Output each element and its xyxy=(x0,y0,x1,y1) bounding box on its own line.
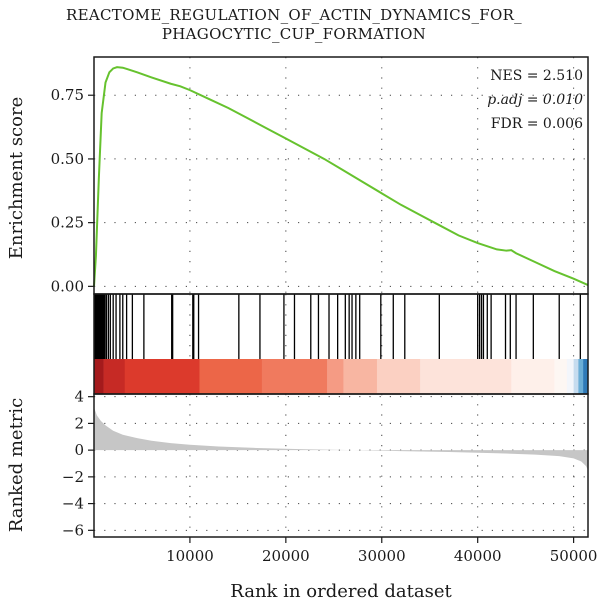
enrichment-y-ticks: 0.00 0.25 0.50 0.75 xyxy=(51,86,94,295)
rank-color-segment-3 xyxy=(199,359,263,394)
ranked-metric-y-axis-title: Ranked metric xyxy=(6,398,27,533)
rank-color-segment-8 xyxy=(420,359,512,394)
rank-color-bar xyxy=(94,359,589,394)
x-tick-label-0: 10000 xyxy=(166,547,214,565)
ranked-y-tick-label-0: −6 xyxy=(62,521,84,539)
rank-color-segment-11 xyxy=(566,359,574,394)
rank-color-segment-9 xyxy=(511,359,555,394)
x-axis-title: Rank in ordered dataset xyxy=(230,581,452,602)
chart-title-line-1: REACTOME_REGULATION_OF_ACTIN_DYNAMICS_FO… xyxy=(66,6,522,24)
nes-label: NES = 2.510 xyxy=(490,68,583,84)
padj-label: p.adj = 0.010 xyxy=(487,92,583,108)
rank-color-segment-13 xyxy=(578,359,584,394)
rank-color-segment-4 xyxy=(261,359,328,394)
enrichment-grid xyxy=(94,57,588,294)
ranked-metric-grid xyxy=(94,394,588,537)
rank-color-segment-2 xyxy=(124,359,200,394)
x-tick-label-4: 50000 xyxy=(550,547,598,565)
rank-color-segment-5 xyxy=(327,359,344,394)
chart-title-line-2: PHAGOCYTIC_CUP_FORMATION xyxy=(162,25,426,43)
stats-annotation: NES = 2.510 p.adj = 0.010 FDR = 0.006 xyxy=(487,68,583,132)
hit-barcode-panel xyxy=(93,293,589,395)
ranked-metric-y-ticks: −6 −4 −2 0 2 4 xyxy=(62,388,94,539)
rank-color-segment-14 xyxy=(583,359,589,394)
rank-color-segment-10 xyxy=(554,359,568,394)
hit-barcode xyxy=(94,294,581,359)
x-tick-label-3: 40000 xyxy=(454,547,502,565)
x-axis: 10000 20000 30000 40000 50000 xyxy=(166,537,597,565)
rank-color-segment-1 xyxy=(103,359,125,394)
enrichment-y-axis-title: Enrichment score xyxy=(6,97,27,259)
ranked-metric-panel-frame xyxy=(93,393,589,538)
ranked-y-tick-label-1: −4 xyxy=(62,495,84,513)
x-tick-label-1: 20000 xyxy=(262,547,310,565)
ranked-y-tick-label-5: 4 xyxy=(74,388,84,406)
ranked-metric-area xyxy=(94,407,588,471)
x-tick-label-2: 30000 xyxy=(358,547,406,565)
ranked-metric-panel: −6 −4 −2 0 2 4 Ranked metric xyxy=(6,388,589,539)
enrichment-panel: 0.00 0.25 0.50 0.75 Enrichment score NES = … xyxy=(6,56,589,295)
fdr-label: FDR = 0.006 xyxy=(491,116,583,132)
enrichment-y-tick-label-3: 0.75 xyxy=(51,86,84,104)
rank-color-segment-0 xyxy=(94,359,104,394)
enrichment-y-tick-label-0: 0.00 xyxy=(51,277,84,295)
enrichment-y-tick-label-1: 0.25 xyxy=(51,214,84,232)
rank-color-segment-12 xyxy=(573,359,579,394)
ranked-y-tick-label-3: 0 xyxy=(74,441,84,459)
enrichment-score-line xyxy=(93,66,589,287)
enrichment-y-tick-label-2: 0.50 xyxy=(51,150,84,168)
ranked-y-tick-label-2: −2 xyxy=(62,468,84,486)
ranked-y-tick-label-4: 2 xyxy=(74,414,84,432)
rank-color-segment-7 xyxy=(376,359,421,394)
rank-color-segment-6 xyxy=(343,359,378,394)
